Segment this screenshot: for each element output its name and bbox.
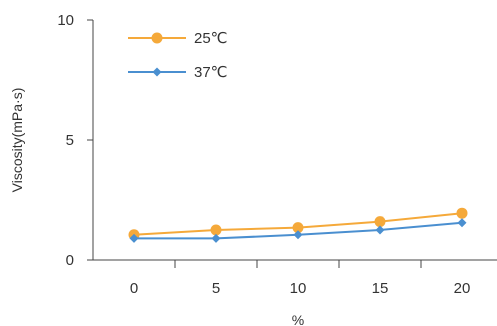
series-layer <box>128 207 468 243</box>
x-tick-label: 0 <box>130 280 138 297</box>
legend-item-1: 25℃ <box>128 30 228 47</box>
legend-marker <box>152 67 162 77</box>
data-point <box>456 207 468 219</box>
x-axis-title: % <box>292 312 304 326</box>
x-tick-label: 15 <box>372 280 389 297</box>
data-point <box>293 230 303 240</box>
x-tick-label: 5 <box>212 280 220 297</box>
series-2 <box>129 218 467 243</box>
legend-label: 37℃ <box>194 64 228 81</box>
legend-label: 25℃ <box>194 30 228 47</box>
data-point <box>292 222 304 234</box>
y-axis-title: Viscosity(mPa·s) <box>9 88 25 193</box>
x-axis-ticks: 0 5 10 15 20 <box>130 260 471 297</box>
y-tick-label: 5 <box>66 132 74 149</box>
legend-item-2: 37℃ <box>128 64 228 81</box>
y-axis-ticks: 0 5 10 <box>57 12 93 269</box>
x-tick-label: 20 <box>454 280 471 297</box>
data-point <box>375 225 385 235</box>
y-tick-label: 10 <box>57 12 74 29</box>
data-point <box>211 233 221 243</box>
data-point <box>374 216 386 228</box>
y-tick-label: 0 <box>66 252 74 269</box>
legend: 25℃ 37℃ <box>128 30 228 81</box>
data-point <box>457 218 467 228</box>
x-tick-label: 10 <box>290 280 307 297</box>
data-point <box>210 224 222 236</box>
data-point <box>129 233 139 243</box>
legend-marker <box>151 32 163 44</box>
